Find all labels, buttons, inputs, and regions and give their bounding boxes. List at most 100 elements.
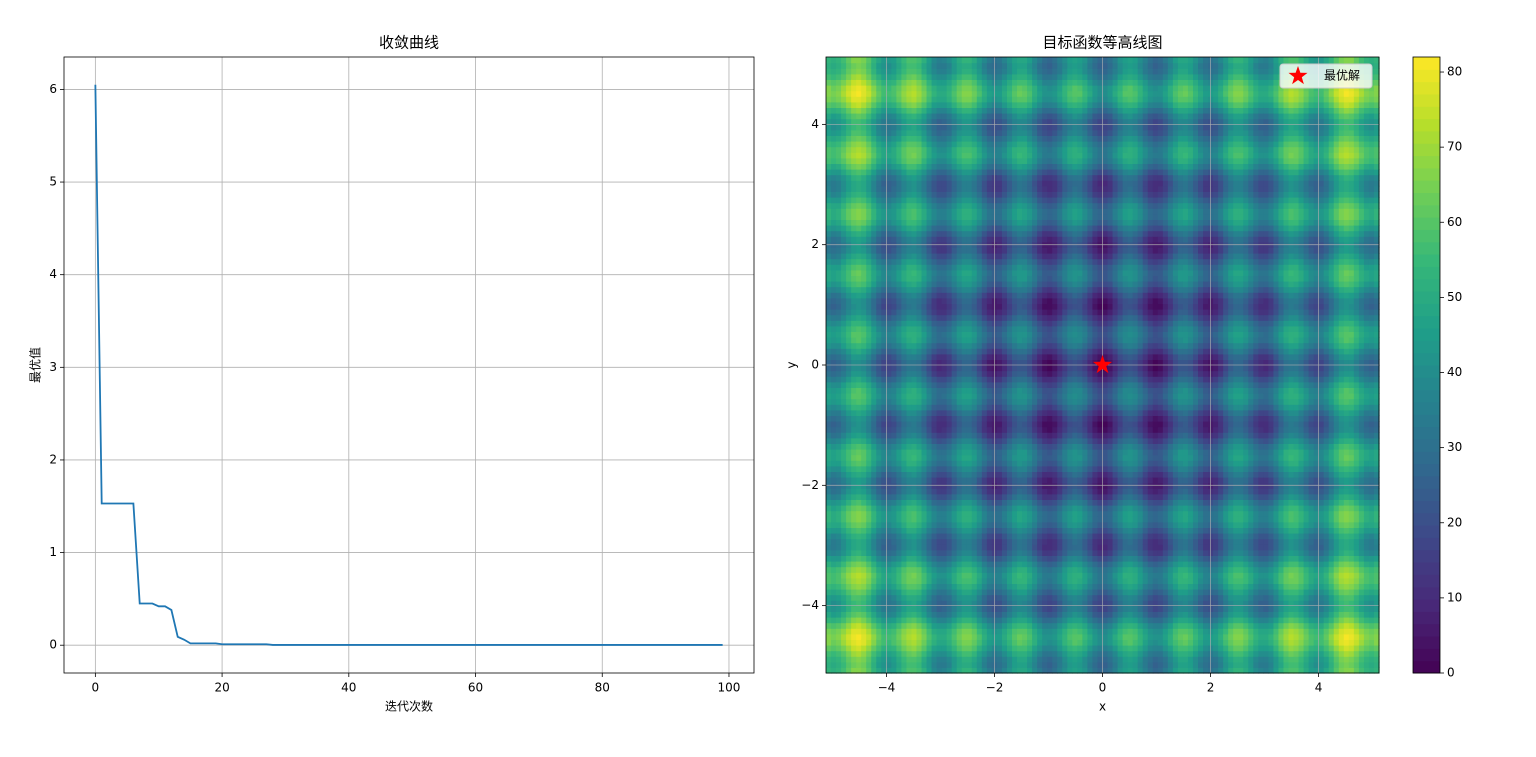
contour-cell [896, 633, 903, 640]
contour-cell [876, 443, 882, 450]
contour-cell [1006, 477, 1013, 484]
contour-cell [921, 337, 928, 344]
contour-cell [986, 387, 993, 394]
contour-cell [1047, 493, 1053, 500]
contour-cell [956, 96, 963, 103]
contour-cell [911, 521, 918, 528]
contour-cell [1042, 572, 1048, 579]
contour-cell [951, 465, 958, 472]
contour-cell [1027, 169, 1033, 176]
contour-cell [881, 253, 887, 260]
contour-cell [891, 600, 897, 607]
contour-cell [951, 180, 958, 187]
contour-cell [1022, 471, 1028, 478]
contour-cell [951, 398, 958, 405]
contour-cell [871, 555, 877, 562]
contour-cell [946, 141, 953, 148]
contour-cell [1022, 561, 1028, 568]
contour-cell [846, 320, 852, 327]
contour-cell [1022, 617, 1028, 624]
contour-cell [1012, 281, 1018, 288]
contour-cell [871, 521, 877, 528]
contour-cell [986, 236, 993, 243]
contour-cell [856, 62, 862, 69]
contour-cell [971, 185, 978, 192]
contour-cell [826, 124, 832, 131]
contour-cell [1012, 286, 1018, 293]
contour-cell [1032, 533, 1038, 540]
contour-cell [851, 488, 857, 495]
contour-cell [896, 101, 903, 108]
contour-cell [956, 600, 963, 607]
contour-cell [846, 174, 852, 181]
contour-cell [836, 611, 842, 618]
contour-cell [846, 129, 852, 136]
contour-cell [961, 185, 968, 192]
contour-cell [956, 471, 963, 478]
contour-cell [886, 247, 892, 254]
contour-cell [981, 157, 988, 164]
contour-cell [966, 230, 973, 237]
contour-cell [901, 269, 908, 276]
contour-cell [986, 505, 993, 512]
contour-cell [986, 381, 993, 388]
contour-cell [986, 510, 993, 517]
contour-cell [961, 661, 968, 668]
contour-cell [1042, 645, 1048, 652]
contour-cell [941, 505, 948, 512]
contour-cell [1027, 437, 1033, 444]
contour-cell [866, 292, 872, 299]
contour-cell [956, 118, 963, 125]
contour-cell [826, 79, 832, 86]
contour-cell [886, 667, 892, 674]
contour-cell [1012, 605, 1018, 612]
contour-cell [881, 230, 887, 237]
contour-cell [946, 499, 953, 506]
contour-cell [826, 353, 832, 360]
contour-cell [1032, 180, 1038, 187]
contour-cell [996, 656, 1003, 663]
contour-cell [881, 376, 887, 383]
contour-cell [981, 337, 988, 344]
contour-cell [831, 572, 837, 579]
contour-cell [866, 656, 872, 663]
contour-cell [956, 169, 963, 176]
contour-cell [941, 269, 948, 276]
contour-cell [936, 443, 943, 450]
contour-cell [916, 113, 923, 120]
contour-cell [1042, 477, 1048, 484]
contour-cell [856, 135, 862, 142]
contour-cell [876, 309, 882, 316]
contour-cell [1001, 437, 1008, 444]
contour-cell [1017, 118, 1023, 125]
contour-cell [926, 185, 933, 192]
contour-cell [1027, 667, 1033, 674]
contour-cell [1022, 286, 1028, 293]
contour-cell [936, 85, 943, 92]
contour-cell [976, 421, 983, 428]
contour-cell [996, 667, 1003, 674]
contour-cell [861, 370, 867, 377]
contour-cell [886, 639, 892, 646]
contour-cell [936, 292, 943, 299]
contour-cell [1027, 219, 1033, 226]
contour-cell [906, 174, 913, 181]
contour-cell [846, 370, 852, 377]
contour-cell [996, 281, 1003, 288]
contour-cell [871, 309, 877, 316]
contour-cell [1037, 325, 1043, 332]
contour-cell [836, 118, 842, 125]
contour-cell [846, 359, 852, 366]
contour-cell [1037, 628, 1043, 635]
contour-cell [966, 359, 973, 366]
contour-cell [856, 365, 862, 372]
contour-cell [971, 611, 978, 618]
contour-cell [901, 68, 908, 75]
contour-cell [921, 443, 928, 450]
contour-cell [946, 264, 953, 271]
contour-cell [976, 342, 983, 349]
contour-cell [901, 258, 908, 265]
contour-cell [1006, 247, 1013, 254]
contour-cell [971, 219, 978, 226]
contour-cell [831, 348, 837, 355]
